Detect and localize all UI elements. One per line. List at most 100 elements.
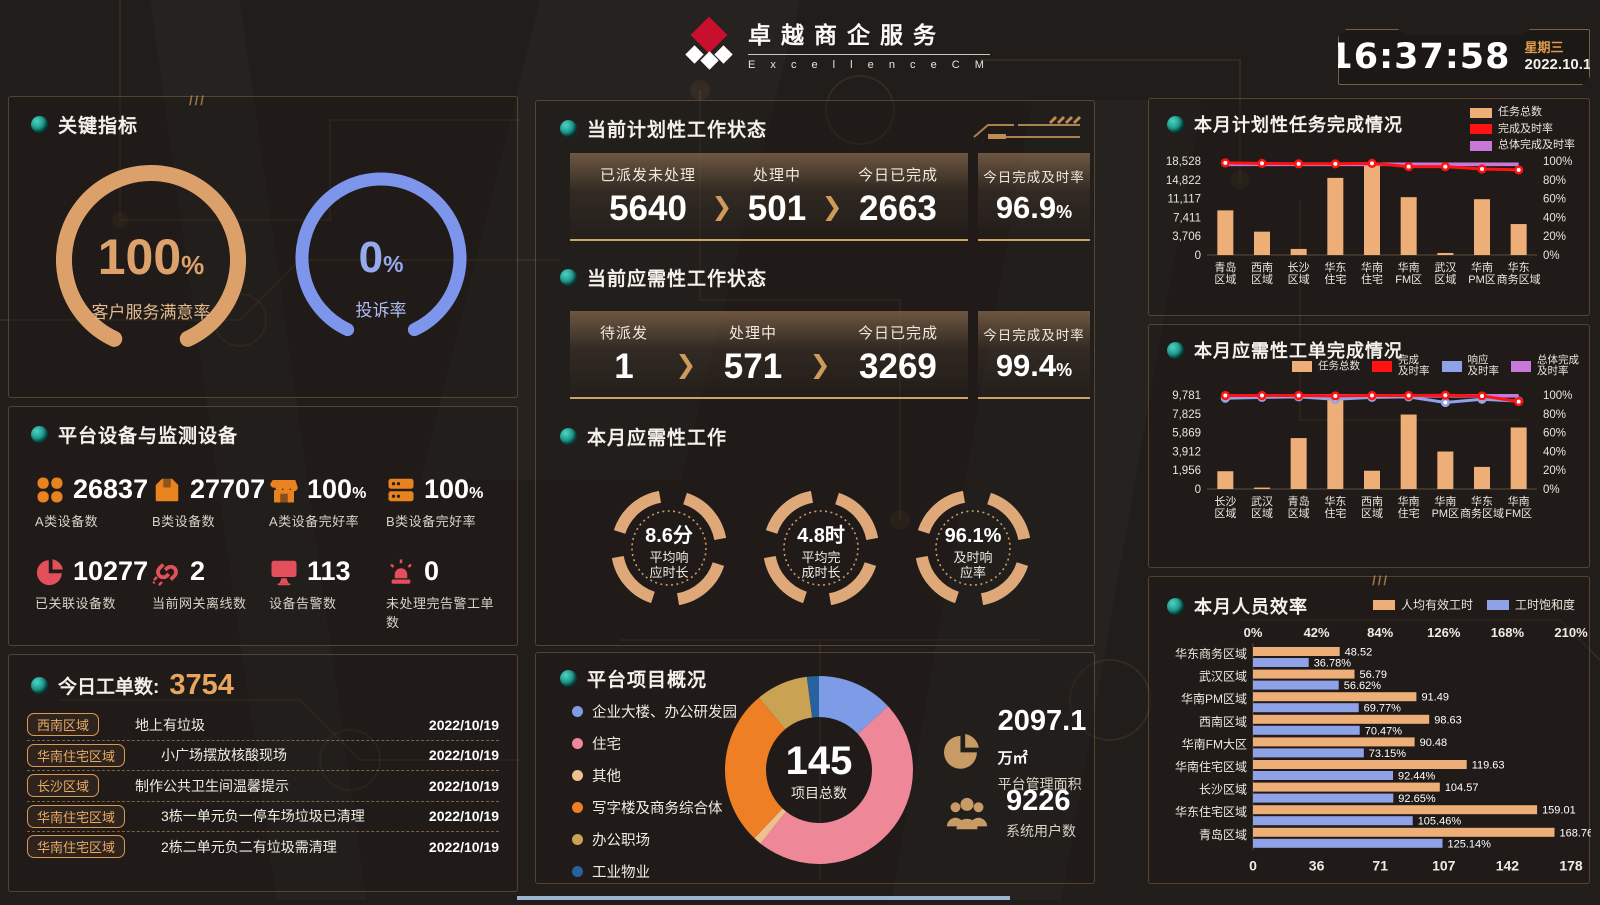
order-list-item[interactable]: 华南住宅区域 3栋一单元负一停车场垃圾已清理 2022/10/19 [27, 802, 499, 832]
orders-total-count: 3754 [169, 669, 234, 701]
donut-legend-item: 企业大楼、办公研发园 [572, 701, 737, 722]
x-axis-label: 商务区域 [1460, 506, 1504, 520]
projects-legend: 企业大楼、办公研发园 住宅 其他 写字楼及商务综合体 办公职场 工业物业 [572, 701, 737, 882]
x-axis-label: 区域 [1214, 507, 1236, 520]
broken-link-icon [152, 562, 178, 586]
gauge-ring [56, 165, 246, 347]
bar [1437, 451, 1454, 489]
order-list-item[interactable]: 长沙区域 制作公共卫生间温馨提示 2022/10/19 [27, 771, 499, 802]
bar [1327, 177, 1344, 255]
chart-legend-item: 总体完成及时率 [1470, 140, 1575, 152]
ring-gauge-segment [828, 561, 877, 606]
key-metrics-title: 关键指标 [9, 97, 517, 138]
legend-label: 总体完成及时率 [1498, 139, 1575, 152]
hbar-value-label: 70.47% [1365, 725, 1403, 737]
clover-icon [37, 477, 63, 502]
hbar [1253, 714, 1430, 724]
orders-list: 西南区域 地上有垃圾 2022/10/19 华南住宅区域 小广场摆放核酸现场 2022/1… [9, 702, 517, 862]
ondemand-orders-legend: 任务总数 完成 及时率 响应 及时率 总体完成 及时率 [1292, 354, 1579, 378]
device-metric-label: 已关联设备数 [35, 596, 117, 611]
y2-axis-tick: 40% [1543, 446, 1566, 458]
device-metric: 27707 B类设备数 [152, 474, 269, 530]
x-axis-label: 区域 [1288, 273, 1310, 286]
x-axis-label: 长沙 [1214, 495, 1236, 508]
hbar [1253, 725, 1360, 735]
ring-gauge-value: 4.8时 [797, 524, 845, 547]
line-marker-center [1443, 164, 1448, 169]
order-list-item[interactable]: 西南区域 地上有垃圾 2022/10/19 [27, 710, 499, 741]
gauge-ring [295, 172, 467, 337]
legend-dot-icon [572, 866, 583, 877]
clock-date: 2022.10.19 [1524, 55, 1600, 73]
hbar-value-label: 56.79 [1359, 669, 1387, 681]
panel-today-orders: 今日工单数: 3754 西南区域 地上有垃圾 2022/10/19 华南住宅区域 小广场… [8, 654, 518, 892]
line-marker-center [1296, 393, 1301, 398]
device-metric-label: 未处理完告警工单数 [386, 596, 495, 630]
brand-logo: 卓越商企服务 E x c e l l e n c e C M [685, 16, 990, 71]
work-step-label: 待派发 [600, 324, 649, 342]
x-axis-label: 长沙 [1288, 261, 1310, 274]
hbar-value-label: 36.78% [1314, 658, 1352, 670]
planned-tasks-chart-title: 本月计划性任务完成情况 [1149, 99, 1589, 137]
ring-gauge-segment [915, 555, 960, 604]
device-metric-label: 设备告警数 [269, 596, 337, 611]
line-marker-center [1516, 399, 1521, 404]
order-date: 2022/10/19 [428, 808, 499, 825]
y-axis-tick: 0 [1195, 250, 1201, 262]
ring-gauge-dotted-circle [631, 510, 707, 586]
legend-label: 人均有效工时 [1400, 598, 1473, 612]
line-marker-center [1223, 160, 1228, 165]
order-description: 制作公共卫生间温馨提示 [135, 777, 290, 794]
bar [1290, 438, 1307, 489]
ondemand-rate-label: 今日完成及时率 [983, 328, 1085, 343]
x-axis-label: 华东 [1324, 260, 1346, 274]
donut-legend-item: 工业物业 [572, 861, 737, 882]
y-axis-tick: 7,825 [1172, 409, 1201, 421]
chart-legend-item: 任务总数 [1470, 106, 1542, 119]
device-metric-value: 100% [307, 474, 367, 504]
ring-gauge-value: 96.1% [945, 525, 1002, 547]
planned-tasks-legend: 任务总数 完成及时率 总体完成及时率 [1470, 106, 1575, 152]
legend-label: 工时饱和度 [1514, 598, 1575, 612]
x-axis-label: 区域 [1434, 273, 1456, 286]
y2-axis-tick: 20% [1543, 465, 1566, 477]
hbar-value-label: 168.76 [1559, 827, 1591, 839]
hbar-category-label: 西南区域 [1199, 714, 1247, 729]
planned-work-stats-card: 已派发未处理 5640 ❯ 处理中 501 ❯ 今日已完成 2663 [570, 153, 968, 241]
donut-legend-item: 办公职场 [572, 829, 737, 850]
ondemand-orders-chart-title: 本月应需性工单完成情况 [1149, 325, 1589, 363]
x-axis-label: 西南 [1251, 261, 1273, 274]
device-metric-label: B类设备完好率 [386, 514, 477, 529]
panel-devices: 平台设备与监测设备 26837 A类设备数 27707 B类设备数 100% A类设备完好… [8, 406, 518, 646]
x-axis-label: 华南 [1361, 260, 1383, 274]
key-metrics-gauges: 100% 客户服务满意率 0% 投诉率 [9, 138, 517, 393]
order-list-item[interactable]: 华南住宅区域 2栋二单元负二有垃圾需清理 2022/10/19 [27, 832, 499, 862]
ondemand-work-title: 当前应需性工作状态 [560, 264, 767, 291]
project-stat-label: 平台管理面积 [997, 776, 1082, 792]
staff-efficiency-chart: 0% 42% 84% 126% 168% 210% 华东商务区域 48.52 36.78% 武汉区… [1149, 625, 1593, 886]
server-icon [388, 478, 414, 501]
hbar-category-label: 长沙区域 [1199, 783, 1247, 797]
legend-label: 完成及时率 [1398, 354, 1430, 378]
ring-gauge-segment [613, 490, 662, 535]
chart-legend-item: 响应 及时率 [1441, 354, 1499, 377]
x-axis-label: 区域 [1288, 507, 1310, 520]
order-list-item[interactable]: 华南住宅区域 小广场摆放核酸现场 2022/10/19 [27, 741, 499, 771]
legend-dot-icon [572, 770, 583, 781]
work-step-label: 今日已完成 [857, 166, 938, 184]
x-axis-label: 华南 [1434, 494, 1456, 508]
ring-gauge-dotted-circle [935, 510, 1011, 586]
device-metric: 2 当前网关离线数 [152, 556, 269, 631]
bar [1254, 487, 1270, 489]
top-axis-tick: 168% [1491, 625, 1525, 640]
order-region-tag: 西南区域 [27, 713, 100, 737]
device-metric-value: 27707 [190, 474, 266, 504]
x-axis-label: 住宅 [1324, 506, 1346, 520]
work-step-label: 处理中 [752, 166, 801, 184]
x-axis-label: FM区 [1505, 508, 1532, 520]
planned-tasks-chart: 0 0% 3,706 20% 7,411 40% 11,117 60% 14,822 80% 18,… [1149, 149, 1591, 316]
brand-name-en: E x c e l l e n c e C M [748, 59, 990, 71]
ring-gauge-segment [980, 561, 1029, 606]
x-axis-label: 华南 [1398, 260, 1420, 274]
work-step: 已派发未处理 5640 [600, 164, 696, 229]
